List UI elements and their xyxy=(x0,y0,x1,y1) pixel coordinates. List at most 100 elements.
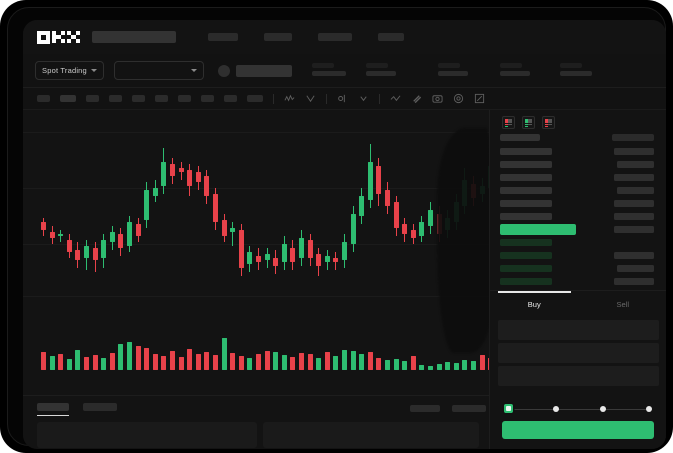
trading-pair-select[interactable] xyxy=(113,61,204,80)
settings-icon[interactable] xyxy=(453,93,464,104)
device-bezel: Spot Trading xyxy=(7,7,666,449)
order-amount-field[interactable] xyxy=(498,343,659,363)
volume-bar xyxy=(92,355,98,370)
interval-button-7[interactable] xyxy=(178,95,191,102)
candle-body xyxy=(367,162,373,200)
market-type-select[interactable]: Spot Trading xyxy=(35,61,104,80)
candle-body xyxy=(410,230,416,238)
candle-body xyxy=(281,244,287,262)
candle-body xyxy=(290,248,296,262)
volume-bar xyxy=(264,351,270,370)
order-book-row[interactable] xyxy=(490,210,666,223)
step-2[interactable] xyxy=(553,405,560,412)
logo-letter-o xyxy=(37,30,50,44)
cursor-tool-icon[interactable] xyxy=(305,93,316,104)
interval-button-6[interactable] xyxy=(155,95,168,102)
order-price xyxy=(500,187,552,194)
fullscreen-icon[interactable] xyxy=(474,93,485,104)
camera-icon[interactable] xyxy=(432,93,443,104)
volume-bar xyxy=(58,354,64,370)
order-price-field[interactable] xyxy=(498,320,659,340)
volume-bar xyxy=(256,354,261,370)
order-row-1[interactable] xyxy=(37,422,257,448)
order-total-field[interactable] xyxy=(498,366,659,386)
candle-body xyxy=(238,230,244,268)
order-book-row[interactable] xyxy=(490,171,666,184)
chart-gridline xyxy=(23,296,489,297)
search-input[interactable] xyxy=(92,31,176,43)
volume-bar xyxy=(402,361,408,370)
volume-bar xyxy=(170,351,175,370)
volume-bar xyxy=(144,348,150,370)
candle-body xyxy=(342,242,347,260)
order-amount xyxy=(613,174,654,181)
volume-bar xyxy=(41,352,46,370)
book-mode-both-icon[interactable] xyxy=(502,116,515,129)
order-book-row[interactable] xyxy=(490,249,666,262)
tab-buy[interactable]: Buy xyxy=(490,291,579,317)
candle-body xyxy=(58,234,64,236)
volume-bar xyxy=(410,356,416,370)
book-mode-asks-icon[interactable] xyxy=(542,116,555,129)
order-book-row[interactable] xyxy=(490,197,666,210)
order-book-row[interactable] xyxy=(490,158,666,171)
orders-actions xyxy=(410,405,486,412)
interval-button-9[interactable] xyxy=(224,95,237,102)
order-book-row[interactable] xyxy=(490,184,666,197)
nav-item-2[interactable] xyxy=(264,33,292,41)
indicator-icon[interactable] xyxy=(390,93,401,104)
interval-button-3[interactable] xyxy=(86,95,99,102)
nav-item-4[interactable] xyxy=(378,33,404,41)
candle-body xyxy=(247,252,253,264)
volume-bar xyxy=(195,354,201,370)
tab-order-history[interactable] xyxy=(83,403,117,416)
orders-action-2[interactable] xyxy=(452,405,486,412)
measure-tool-icon[interactable] xyxy=(337,93,348,104)
order-book-row[interactable] xyxy=(490,145,666,158)
submit-order-button[interactable] xyxy=(502,421,654,439)
interval-button-5[interactable] xyxy=(132,95,145,102)
interval-button-2[interactable] xyxy=(60,95,76,102)
stat-4 xyxy=(499,62,530,79)
order-amount xyxy=(613,200,654,207)
book-mode-bids-icon[interactable] xyxy=(522,116,535,129)
nav-item-1[interactable] xyxy=(208,33,238,41)
column-header-price xyxy=(500,134,540,141)
order-book-row[interactable] xyxy=(490,262,666,275)
order-book-row[interactable] xyxy=(490,275,666,288)
order-book-row[interactable] xyxy=(490,223,666,236)
chart-toolbar xyxy=(23,88,666,110)
header-nav xyxy=(208,33,404,41)
interval-button-4[interactable] xyxy=(109,95,122,102)
okx-logo[interactable] xyxy=(37,30,80,44)
tab-open-orders[interactable] xyxy=(37,403,69,416)
logo-letter-k xyxy=(52,30,65,44)
step-1[interactable] xyxy=(504,404,513,413)
order-price xyxy=(500,161,552,168)
order-row-2[interactable] xyxy=(263,422,479,448)
interval-button-8[interactable] xyxy=(201,95,214,102)
chevron-down-icon[interactable] xyxy=(358,93,369,104)
magnet-icon[interactable] xyxy=(411,93,422,104)
wave-tool-icon[interactable] xyxy=(284,93,295,104)
volume-bar xyxy=(479,355,485,370)
orders-action-1[interactable] xyxy=(410,405,440,412)
order-book-mode-group xyxy=(490,110,666,134)
volume-bar xyxy=(247,358,253,370)
volume-bar xyxy=(307,354,313,370)
interval-button-10[interactable] xyxy=(247,95,263,102)
nav-item-3[interactable] xyxy=(318,33,352,41)
order-book-row[interactable] xyxy=(490,236,666,249)
candle-body xyxy=(75,250,81,260)
volume-bar xyxy=(488,358,489,370)
interval-button-1[interactable] xyxy=(37,95,50,102)
tab-sell[interactable]: Sell xyxy=(579,291,667,317)
volume-bar xyxy=(290,357,296,370)
price-chart[interactable] xyxy=(23,110,489,395)
buy-sell-tabs: Buy Sell xyxy=(490,291,666,317)
volume-bar xyxy=(213,355,218,370)
order-price xyxy=(500,148,552,155)
step-4[interactable] xyxy=(645,405,652,412)
candle-body xyxy=(204,176,210,196)
step-3[interactable] xyxy=(599,405,606,412)
